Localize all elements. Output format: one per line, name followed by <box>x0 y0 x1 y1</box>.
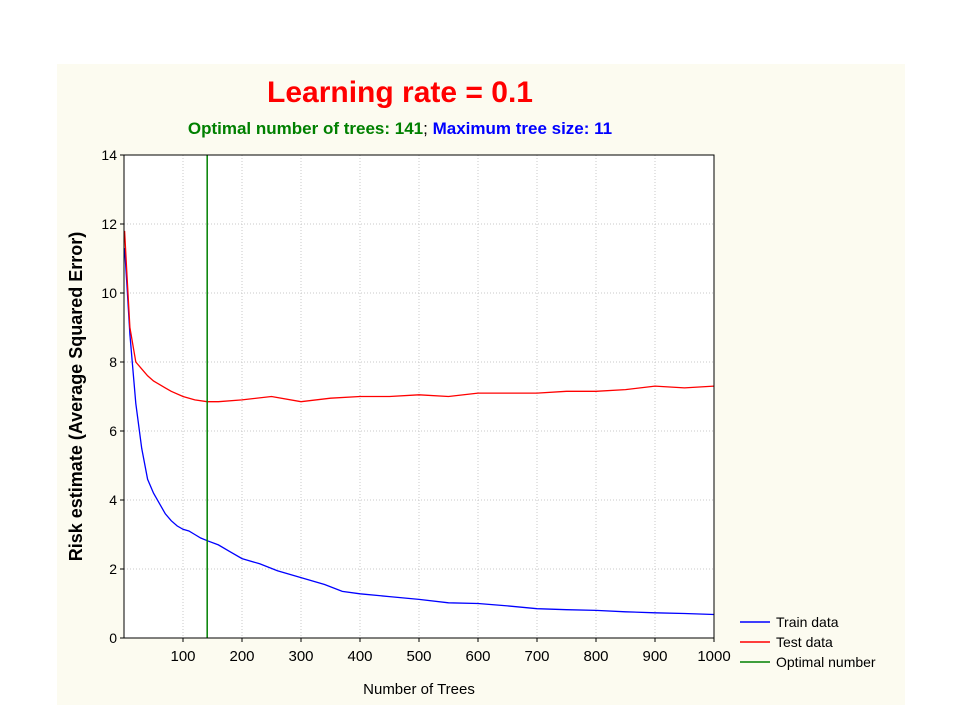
subtitle-separator: ; <box>423 119 428 138</box>
x-tick-label: 400 <box>347 648 372 665</box>
x-tick-label: 900 <box>642 648 667 665</box>
x-axis-label: Number of Trees <box>363 681 475 698</box>
x-tick-label: 300 <box>288 648 313 665</box>
tree-size-label: Maximum tree size: 11 <box>432 119 613 138</box>
series-line-train-data <box>123 248 715 616</box>
x-tick-label: 1000 <box>697 648 730 665</box>
plot-frame <box>123 154 715 639</box>
series-line-test-data <box>123 230 715 403</box>
x-tick-label: 700 <box>524 648 549 665</box>
optimal-trees-label: Optimal number of trees: 141 <box>187 119 424 138</box>
y-tick-label: 14 <box>101 147 117 163</box>
legend-label: Test data <box>776 634 833 650</box>
y-tick-label: 12 <box>101 216 117 232</box>
y-tick-label: 8 <box>109 354 117 370</box>
y-axis-label: Risk estimate (Average Squared Error) <box>66 232 86 561</box>
x-tick-label: 800 <box>583 648 608 665</box>
y-tick-label: 0 <box>109 630 117 646</box>
x-tick-label: 500 <box>406 648 431 665</box>
y-tick-label: 6 <box>109 423 117 439</box>
legend-label: Optimal number <box>776 654 876 670</box>
x-tick-label: 600 <box>465 648 490 665</box>
x-tick-label: 100 <box>170 648 195 665</box>
y-tick-label: 2 <box>109 561 117 577</box>
y-tick-label: 10 <box>101 285 117 301</box>
chart-subtitle: Optimal number of trees: 141; Maximum tr… <box>0 119 800 139</box>
y-tick-label: 4 <box>109 492 117 508</box>
x-tick-label: 200 <box>229 648 254 665</box>
chart-title: Learning rate = 0.1 <box>267 76 533 109</box>
legend-label: Train data <box>776 614 839 630</box>
